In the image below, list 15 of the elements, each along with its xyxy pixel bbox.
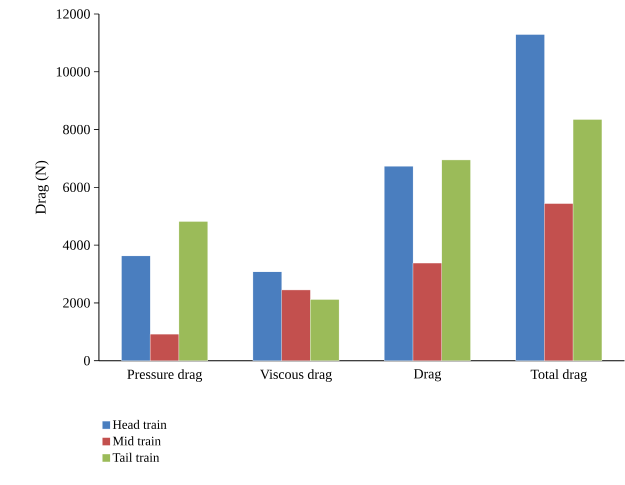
y-tick-label: 12000 [56,9,90,19]
y-tick-label: 2000 [63,298,90,308]
y-tick-label: 4000 [62,240,90,250]
y-axis-title: Drag (N) [35,161,49,214]
y-tick-label: 0 [84,356,90,366]
y-tick-label: 10000 [56,67,90,77]
legend-label: Mid train [112,436,161,446]
x-tick-label: Viscous drag [260,369,332,382]
y-tick-label: 6000 [63,182,90,192]
legend-label: Head train [112,420,167,430]
y-tick-label: 8000 [63,125,90,134]
x-tick-label: Total drag [530,369,587,382]
legend-label: Tail train [112,452,160,462]
x-tick-label: Pressure drag [127,369,202,382]
x-tick-label: Drag [414,369,442,382]
